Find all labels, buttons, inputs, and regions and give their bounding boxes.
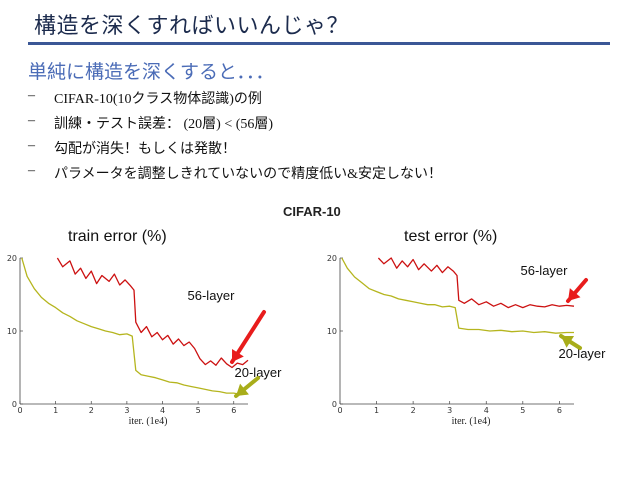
- y-tick-label: 20: [327, 254, 337, 263]
- x-tick-label: 0: [337, 406, 342, 415]
- bullet-text: 勾配が消失！もしくは発散！: [54, 142, 236, 157]
- x-tick-label: 6: [557, 406, 562, 415]
- bullet-dash: –: [28, 113, 35, 128]
- series-line-20-layer: [21, 257, 249, 396]
- test-error-chart: 0 10 20 0 1 2 3 4 5 6 iter. (1e4) 56-layer 20-layer: [327, 254, 607, 427]
- y-tick-label: 10: [327, 327, 337, 336]
- x-tick-label: 2: [89, 406, 94, 415]
- figure-title: CIFAR-10: [283, 204, 341, 219]
- bullet-text: 訓練・テスト誤差： (20層) < (56層): [54, 117, 274, 132]
- annotation-arrow-head: [561, 335, 575, 348]
- slide-subtitle: 単純に構造を深くすると．．．: [28, 61, 275, 83]
- x-tick-label: 0: [17, 406, 22, 415]
- bullet-text: パラメータを調整しきれていないので精度低い&安定しない！: [54, 167, 443, 182]
- annotation-label: 56-layer: [188, 288, 236, 303]
- x-tick-label: 4: [484, 406, 489, 415]
- x-tick-label: 1: [374, 406, 379, 415]
- annotation-label: 20-layer: [559, 346, 607, 361]
- annotation-arrow-head: [568, 288, 581, 301]
- x-axis-label: iter. (1e4): [452, 416, 491, 427]
- annotation-arrow-head: [236, 383, 249, 396]
- x-tick-label: 6: [231, 406, 236, 415]
- test-chart-title: test error (%): [404, 228, 498, 245]
- y-tick-label: 10: [7, 327, 17, 336]
- train-chart-title: train error (%): [68, 228, 167, 245]
- bullet-dash: –: [28, 88, 35, 103]
- x-tick-label: 4: [160, 406, 165, 415]
- annotation-arrow-head: [232, 348, 244, 362]
- bullet-text: CIFAR-10(10クラス物体認識)の例: [54, 92, 262, 107]
- x-tick-label: 1: [53, 406, 58, 415]
- x-tick-label: 2: [411, 406, 416, 415]
- y-tick-label: 20: [7, 254, 17, 263]
- x-axis-label: iter. (1e4): [129, 416, 168, 427]
- train-error-chart: 0 10 20 0 1 2 3 4 5 6 iter. (1e4) 56-layer 20-layer: [7, 254, 283, 427]
- series-line-20-layer: [341, 257, 574, 334]
- bullet-dash: –: [28, 163, 35, 178]
- y-tick-label: 0: [332, 400, 337, 409]
- x-tick-label: 5: [196, 406, 201, 415]
- series-line-56-layer: [377, 257, 575, 309]
- x-tick-label: 3: [447, 406, 452, 415]
- slide-title: 構造を深くすればいいんじゃ？: [34, 14, 350, 39]
- x-tick-label: 3: [124, 406, 129, 415]
- bullet-dash: –: [28, 138, 35, 153]
- y-tick-label: 0: [12, 400, 17, 409]
- series-line-56-layer: [56, 257, 249, 369]
- annotation-label: 56-layer: [521, 263, 569, 278]
- annotation-label: 20-layer: [235, 365, 283, 380]
- title-underline: [28, 42, 610, 45]
- x-tick-label: 5: [520, 406, 525, 415]
